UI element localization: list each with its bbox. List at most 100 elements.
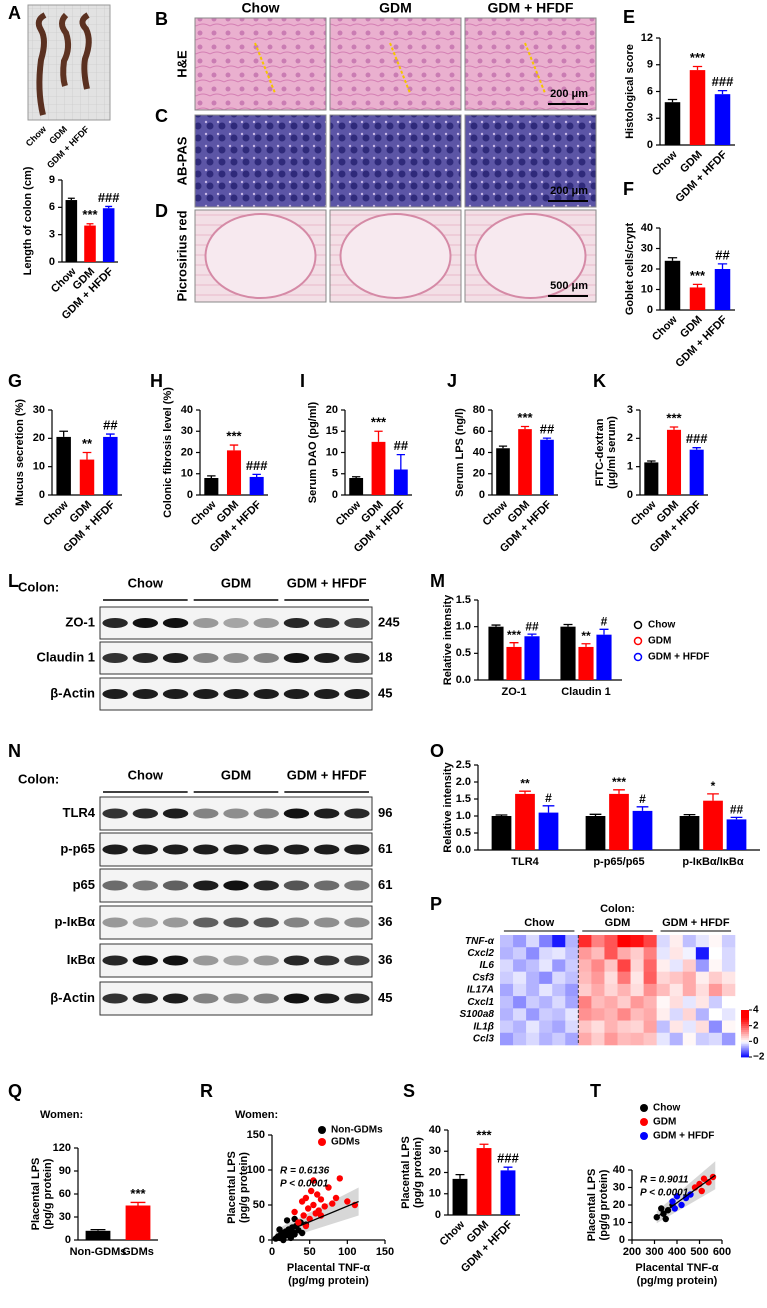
heatmap-cell — [604, 1020, 618, 1034]
blot-band — [344, 993, 370, 1004]
bar — [644, 462, 659, 495]
y-tick-label: 10 — [33, 461, 45, 473]
x-tick-label: 400 — [668, 1246, 686, 1258]
heatmap-cell — [578, 935, 592, 948]
error-bar — [613, 789, 625, 794]
heatmap-cell — [526, 947, 540, 960]
panel-letter: H — [150, 371, 163, 391]
heatmap-cell — [513, 971, 527, 985]
blot-band — [253, 653, 279, 663]
colon-photo — [27, 4, 111, 121]
x-tick-label: 300 — [645, 1246, 663, 1258]
y-tick-label: 120 — [53, 1142, 71, 1154]
y-tick-label: 60 — [473, 425, 485, 437]
heatmap-cell — [526, 959, 540, 972]
colorbar-segment — [741, 1055, 749, 1058]
panel-letter: G — [8, 371, 22, 391]
bar — [560, 626, 576, 680]
colorbar-segment — [741, 1033, 749, 1036]
bar — [714, 94, 731, 145]
x-tick-label: Chow — [629, 498, 659, 528]
heatmap-cell — [578, 959, 592, 972]
stat-label: P < 0.0001 — [280, 1179, 329, 1190]
blot-band — [253, 808, 279, 819]
panel-letter: E — [623, 7, 635, 27]
heatmap-cell — [565, 1008, 579, 1021]
x-tick-label: ZO-1 — [501, 686, 526, 698]
blot-band — [162, 618, 189, 628]
significance: ### — [246, 458, 268, 473]
gene-label: Csf3 — [472, 972, 494, 983]
y-tick-label: 60 — [59, 1188, 71, 1200]
significance: # — [545, 791, 552, 805]
heatmap-cell — [630, 996, 644, 1009]
heatmap-cell — [708, 959, 723, 972]
blot-band — [193, 618, 219, 628]
x-tick-label: Chow — [481, 498, 511, 528]
panel-letter: N — [8, 741, 21, 761]
heatmap-cell — [656, 983, 671, 997]
heatmap-cell — [526, 1032, 540, 1046]
y-tick-label: 0.0 — [456, 674, 471, 686]
subtitle: Women: — [40, 1109, 83, 1121]
heatmap-cell — [539, 1008, 553, 1021]
x-tick-label: Chow — [650, 148, 680, 178]
y-tick-label: 80 — [473, 404, 485, 416]
stat-label: R = 0.6136 — [280, 1166, 330, 1177]
bar — [102, 208, 115, 262]
significance: *** — [666, 410, 682, 425]
heatmap-cell — [669, 983, 684, 997]
significance: ### — [98, 190, 120, 205]
blot-band — [193, 917, 219, 928]
heatmap-cell — [604, 971, 618, 985]
heatmap-cell — [695, 996, 710, 1009]
blot-band — [223, 689, 249, 699]
heatmap-cell — [721, 983, 736, 997]
blot-band — [253, 880, 279, 891]
colorbar-segment — [741, 1025, 749, 1029]
blot-band — [102, 618, 128, 628]
heatmap-cell — [565, 983, 579, 997]
heatmap-cell — [578, 983, 592, 997]
significance: *** — [130, 1186, 146, 1201]
x-axis-label: Placental TNF-α — [635, 1262, 718, 1274]
heatmap-cell — [526, 983, 540, 997]
error-bar — [692, 283, 703, 288]
heatmap-cell — [630, 947, 644, 960]
y-tick-label: 0 — [647, 139, 653, 151]
panel-letter: L — [8, 571, 19, 591]
heatmap-cell — [708, 1020, 723, 1034]
heatmap-cell — [565, 996, 579, 1009]
panel-letter: F — [623, 179, 634, 199]
colorbar-segment — [741, 1023, 749, 1027]
point — [298, 1229, 306, 1237]
x-tick-label: Chow — [41, 498, 71, 528]
y-tick-label: 30 — [33, 404, 45, 416]
colorbar-segment — [741, 1010, 749, 1013]
y-tick-label: 0.0 — [456, 844, 471, 856]
y-axis-label: Length of colon (cm) — [22, 166, 34, 275]
error-bar — [229, 444, 239, 451]
panel-letter: B — [155, 9, 168, 29]
blot-band — [344, 653, 370, 663]
point — [310, 1201, 317, 1209]
heatmap-cell — [721, 935, 736, 948]
y-tick-label: 50 — [253, 1199, 265, 1211]
bar — [56, 436, 71, 495]
blot-band — [313, 844, 340, 855]
y-axis-label: Histological score — [624, 44, 636, 139]
scale-bar-label: 200 μm — [550, 88, 588, 100]
heatmap-cell — [526, 971, 540, 985]
y-tick-label: 0 — [479, 489, 485, 501]
heatmap-cell — [656, 947, 671, 960]
x-tick-label: 0 — [269, 1246, 275, 1258]
blot-band — [223, 993, 249, 1004]
heatmap-cell — [682, 996, 697, 1009]
stat-label: P < 0.0001 — [640, 1188, 689, 1199]
y-tick-label: 3 — [627, 404, 633, 416]
x-tick-label: Chow — [334, 498, 364, 528]
significance: *** — [371, 415, 387, 430]
heatmap-cell — [630, 1020, 644, 1034]
heatmap-cell — [539, 971, 553, 985]
error-bar — [59, 430, 69, 437]
